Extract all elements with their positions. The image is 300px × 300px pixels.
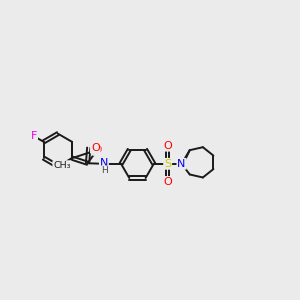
Text: N: N <box>100 158 108 168</box>
Text: N: N <box>177 159 186 169</box>
Text: H: H <box>101 166 108 175</box>
Text: CH₃: CH₃ <box>53 161 71 170</box>
Text: F: F <box>31 131 37 141</box>
Text: O: O <box>163 177 172 187</box>
Text: O: O <box>163 141 172 151</box>
Text: S: S <box>164 159 171 169</box>
Text: O: O <box>93 145 101 155</box>
Text: O: O <box>91 143 100 153</box>
